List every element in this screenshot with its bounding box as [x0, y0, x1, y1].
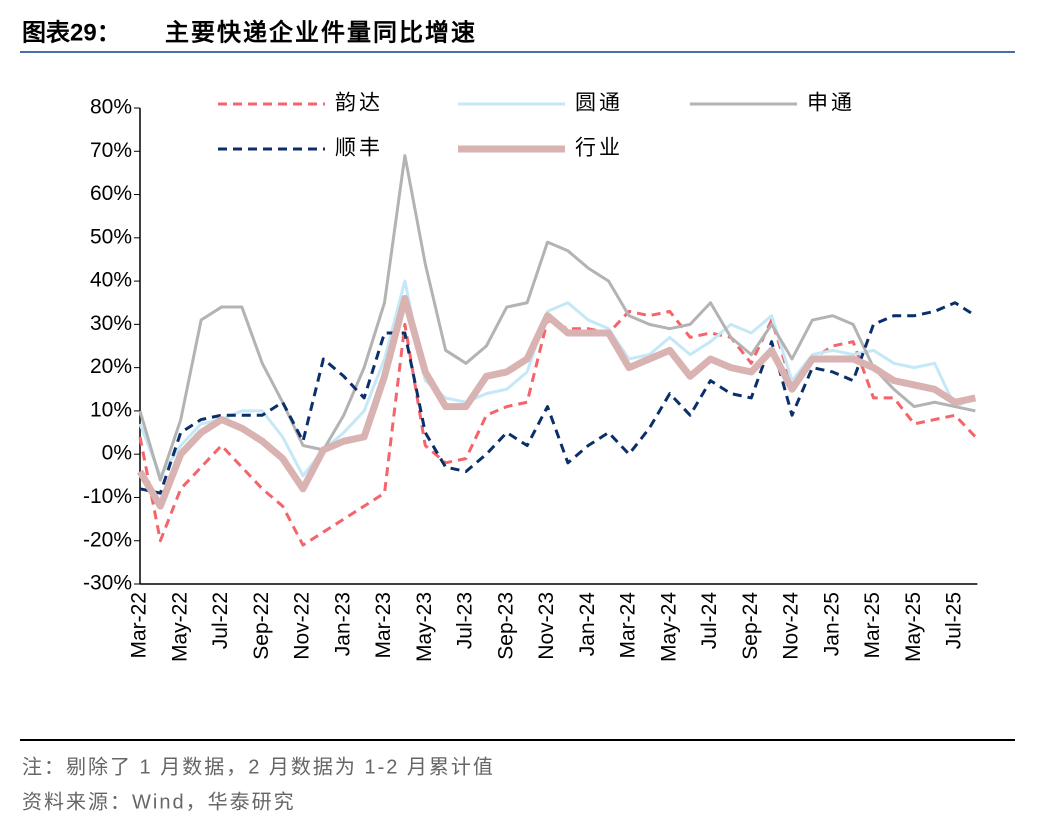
y-tick-label: -30% [83, 572, 132, 595]
x-tick-label: Jul-24 [698, 592, 721, 650]
y-tick-label: 10% [90, 398, 132, 421]
y-tick-label: -10% [83, 485, 132, 508]
x-tick-label: Mar-25 [861, 592, 884, 659]
series-line [138, 309, 977, 547]
x-tick-label: May-24 [657, 592, 680, 662]
legend-label: 顺丰 [335, 137, 383, 160]
source: 资料来源：Wind，华泰研究 [22, 790, 296, 813]
x-tick-label: Mar-24 [617, 592, 640, 659]
chart-title: 主要快递企业件量同比增速 [165, 18, 477, 46]
y-tick-label: 0% [102, 442, 132, 465]
x-tick-label: Mar-22 [128, 592, 151, 659]
x-tick-label: May-23 [413, 592, 436, 662]
x-tick-label: Nov-24 [780, 592, 803, 660]
x-tick-label: Mar-23 [372, 592, 395, 659]
y-tick-label: 70% [90, 139, 132, 162]
x-tick-label: Sep-22 [250, 592, 273, 660]
y-tick-label: 30% [90, 312, 132, 335]
y-tick-label: 50% [90, 225, 132, 248]
x-tick-label: Sep-24 [739, 592, 762, 660]
x-tick-label: Nov-22 [291, 592, 314, 660]
y-tick-label: 60% [90, 182, 132, 205]
figure-label: 图表29： [22, 19, 121, 46]
x-tick-label: Sep-23 [494, 592, 517, 660]
x-tick-label: Jan-25 [820, 592, 843, 656]
legend-label: 圆通 [575, 92, 623, 115]
y-tick-label: 20% [90, 355, 132, 378]
x-tick-label: May-25 [902, 592, 925, 662]
x-tick-label: Jan-24 [576, 592, 599, 657]
series-line [138, 154, 976, 482]
note: 注：剔除了 1 月数据，2 月数据为 1-2 月累计值 [22, 755, 495, 778]
y-tick-label: 80% [90, 96, 132, 119]
x-tick-label: Jul-23 [454, 592, 477, 649]
x-tick-label: Jan-23 [331, 592, 354, 656]
legend-label: 申通 [807, 92, 855, 115]
x-tick-label: Nov-23 [535, 592, 558, 660]
x-tick-label: Jul-25 [943, 592, 966, 649]
legend-label: 行业 [575, 137, 623, 160]
series-line [136, 294, 977, 510]
series-line [139, 301, 977, 495]
series-line [138, 279, 976, 478]
y-tick-label: 40% [90, 269, 132, 292]
y-tick-label: -20% [83, 528, 132, 551]
legend-label: 韵达 [335, 92, 383, 115]
x-tick-label: Jul-22 [209, 592, 232, 649]
x-tick-label: May-22 [168, 592, 191, 662]
